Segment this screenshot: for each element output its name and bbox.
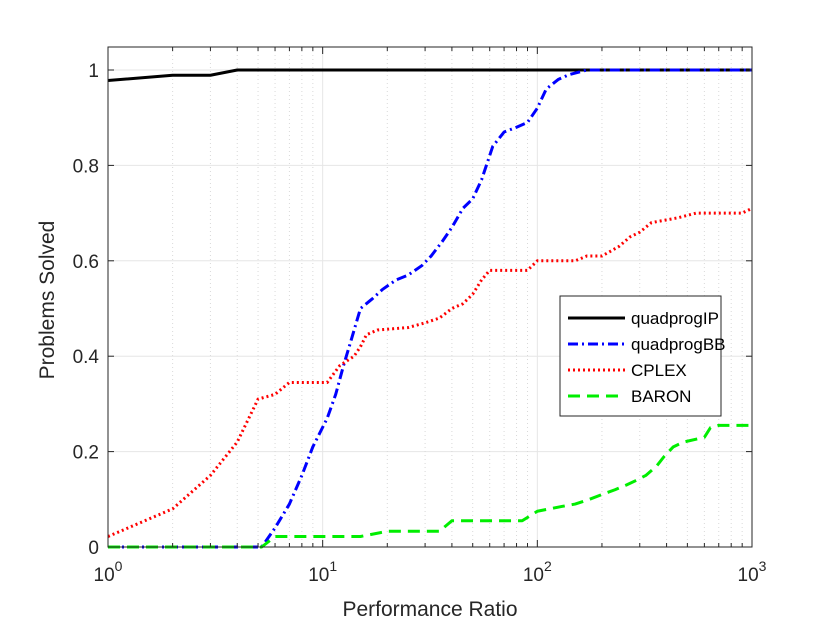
y-tick-label: 0.8 bbox=[73, 156, 99, 177]
y-tick-label: 0.2 bbox=[73, 443, 99, 464]
y-tick-label: 0 bbox=[88, 538, 99, 559]
y-tick-label: 1 bbox=[88, 61, 99, 82]
series-line-cplex bbox=[107, 206, 753, 538]
legend-box bbox=[559, 295, 722, 417]
legend-label-quadprogbb: quadprogBB bbox=[631, 335, 726, 354]
legend: quadprogIP quadprogBB CPLEX BARON bbox=[559, 295, 726, 417]
legend-label-quadprogip: quadprogIP bbox=[631, 309, 719, 328]
y-tick-label: 0.6 bbox=[73, 252, 99, 273]
series-lines bbox=[107, 68, 753, 549]
legend-label-cplex: CPLEX bbox=[631, 361, 687, 380]
series-line-quadprogip bbox=[107, 68, 752, 82]
axes-box bbox=[107, 46, 753, 548]
x-axis-title: Performance Ratio bbox=[342, 598, 517, 621]
legend-label-baron: BARON bbox=[631, 387, 691, 406]
y-tick-label: 0.4 bbox=[73, 347, 100, 368]
y-axis-title: Problems Solved bbox=[36, 221, 59, 380]
series-line-quadprogbb bbox=[108, 68, 752, 549]
